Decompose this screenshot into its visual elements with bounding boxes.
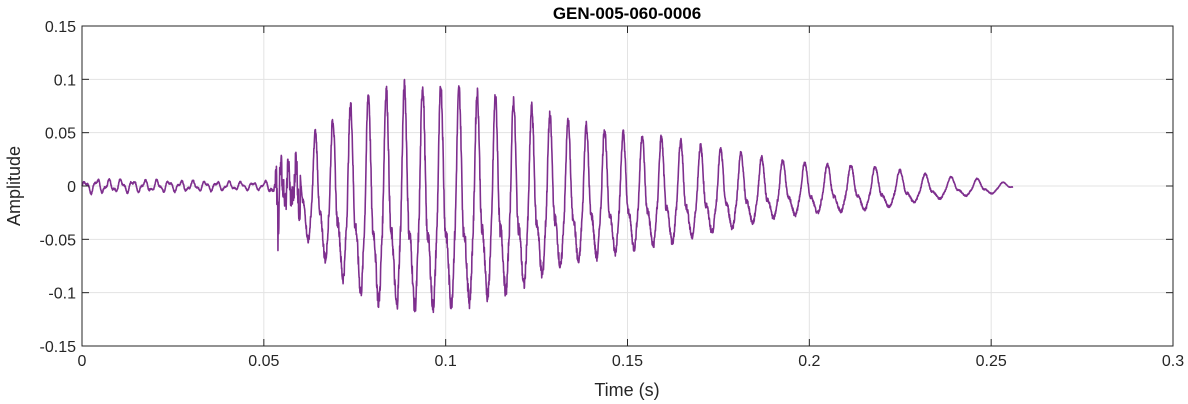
y-tick-label: 0 xyxy=(67,179,76,196)
y-tick-label: -0.15 xyxy=(40,339,77,356)
x-axis-label: Time (s) xyxy=(594,380,659,400)
x-tick-label: 0.3 xyxy=(1162,353,1184,370)
x-tick-label: 0.1 xyxy=(435,353,457,370)
x-tick-label: 0 xyxy=(78,353,87,370)
data-layer xyxy=(81,78,1014,314)
y-tick-label: -0.05 xyxy=(40,232,77,249)
amplitude-series-line xyxy=(81,78,1014,314)
y-tick-label: 0.05 xyxy=(45,126,76,143)
x-tick-label: 0.05 xyxy=(248,353,279,370)
y-tick-label: -0.1 xyxy=(48,286,76,303)
y-axis-ticks: -0.15 -0.1 -0.05 0 0.05 0.1 0.15 xyxy=(40,19,1173,356)
y-tick-label: 0.15 xyxy=(45,19,76,36)
x-tick-label: 0.15 xyxy=(612,353,643,370)
x-tick-label: 0.2 xyxy=(798,353,820,370)
y-tick-label: 0.1 xyxy=(54,72,76,89)
chart-title: GEN-005-060-0006 xyxy=(553,4,701,23)
x-tick-label: 0.25 xyxy=(976,353,1007,370)
x-axis-ticks: 0 0.05 0.1 0.15 0.2 0.25 0.3 xyxy=(78,26,1184,370)
grid-lines xyxy=(82,26,1173,346)
y-axis-label: Amplitude xyxy=(4,146,24,226)
